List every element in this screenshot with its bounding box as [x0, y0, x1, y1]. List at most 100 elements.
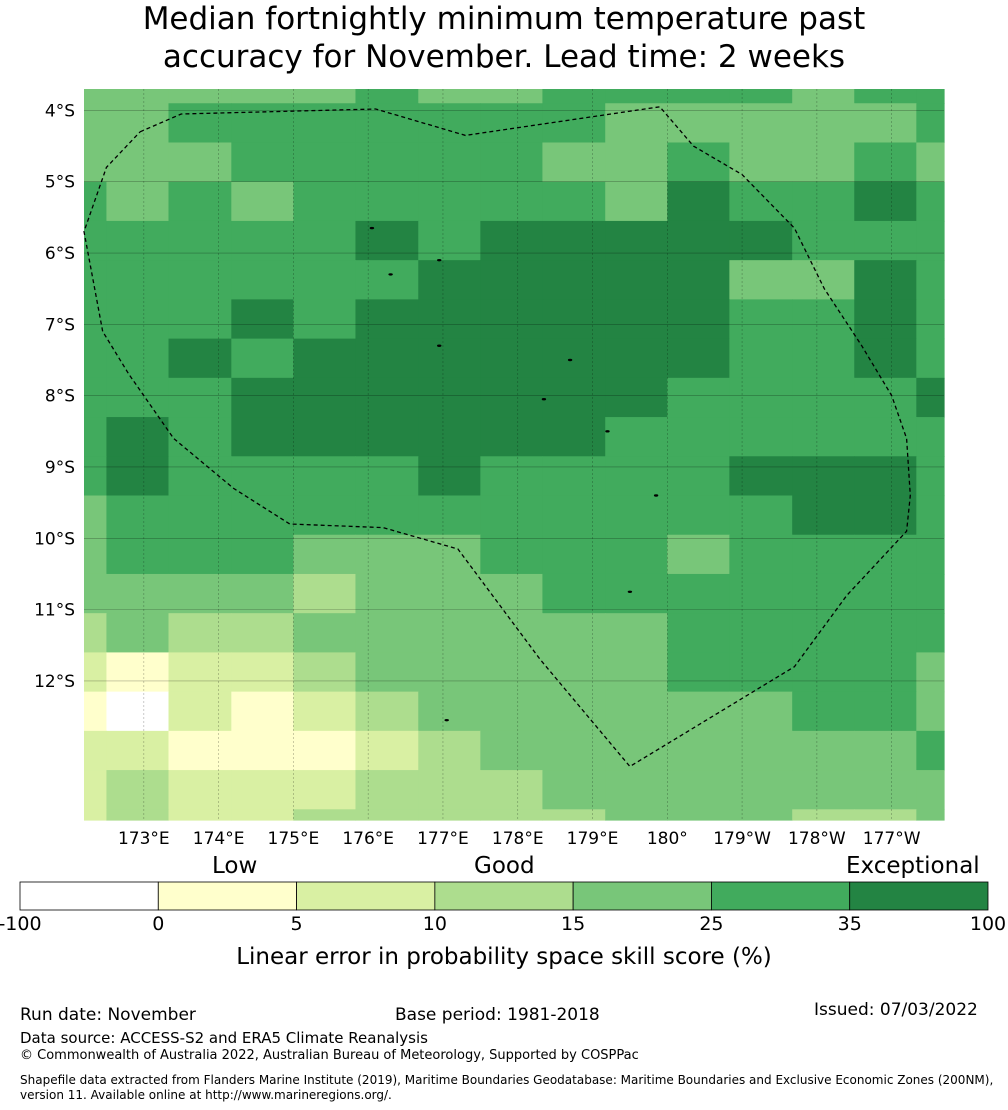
grid-cell — [542, 534, 606, 575]
grid-cell — [293, 181, 357, 222]
latitude-tick-label: 5°S — [45, 173, 75, 193]
colorbar-tick-label: 10 — [422, 913, 447, 935]
grid-cell — [480, 260, 544, 300]
grid-cell — [667, 770, 730, 810]
grid-cell — [605, 181, 668, 222]
grid-cell — [480, 89, 544, 104]
grid-cell — [854, 809, 917, 821]
colorbar-segment — [849, 881, 989, 911]
latitude-tick-label: 12°S — [34, 672, 75, 692]
grid-cell — [84, 181, 108, 222]
grid-cell — [542, 809, 606, 821]
grid-cell — [418, 220, 481, 261]
grid-cell — [355, 181, 419, 222]
grid-cell — [231, 377, 294, 418]
grid-cell — [542, 417, 606, 457]
grid-cell — [168, 613, 232, 654]
grid-cell — [355, 103, 419, 144]
island-marker — [369, 226, 375, 230]
grid-cell — [729, 573, 793, 614]
grid-cell — [605, 338, 668, 379]
grid-cell — [418, 691, 481, 732]
grid-cell — [293, 809, 357, 821]
grid-cell — [106, 730, 170, 771]
grid-cell — [667, 181, 730, 222]
grid-cell — [729, 770, 793, 810]
grid-cell — [418, 495, 481, 536]
grid-cell — [729, 613, 793, 654]
grid-cell — [168, 377, 232, 418]
grid-cell — [792, 652, 855, 693]
grid-cell — [480, 377, 544, 418]
grid-cell — [729, 456, 793, 497]
grid-cell — [418, 417, 481, 457]
eez-boundary-line — [83, 106, 911, 768]
grid-cell — [605, 377, 668, 418]
grid-cell — [84, 730, 108, 771]
grid-cell — [667, 809, 730, 821]
grid-cell — [293, 299, 357, 340]
grid-cell — [231, 299, 294, 340]
grid-cell — [854, 142, 917, 183]
grid-cell — [231, 181, 294, 222]
grid-cell — [729, 730, 793, 771]
grid-cell — [729, 809, 793, 821]
grid-cell — [168, 299, 232, 340]
latitude-tick-label: 10°S — [34, 529, 75, 549]
grid-cell — [605, 534, 668, 575]
grid-cell — [542, 730, 606, 771]
grid-cell — [729, 691, 793, 732]
grid-cell — [293, 103, 357, 144]
grid-cell — [480, 770, 544, 810]
grid-cell — [84, 142, 108, 183]
grid-cell — [542, 181, 606, 222]
grid-cell — [542, 338, 606, 379]
grid-cell — [418, 377, 481, 418]
grid-cell — [729, 181, 793, 222]
grid-cell — [605, 730, 668, 771]
grid-cell — [916, 730, 945, 771]
grid-cell — [106, 417, 170, 457]
grid-cell — [293, 142, 357, 183]
colorbar-segment — [434, 881, 574, 911]
grid-cell — [729, 103, 793, 144]
colorbar-tick-label: 100 — [969, 913, 1007, 935]
run-date: Run date: November — [20, 1005, 196, 1025]
grid-cell — [231, 417, 294, 457]
grid-cell — [231, 89, 294, 104]
grid-cell — [854, 220, 917, 261]
grid-cell — [792, 770, 855, 810]
grid-cell — [792, 495, 855, 536]
grid-cell — [916, 299, 945, 340]
grid-cell — [418, 103, 481, 144]
shapefile-credit-1: Shapefile data extracted from Flanders M… — [20, 1073, 994, 1087]
grid-cell — [916, 573, 945, 614]
grid-cell — [916, 338, 945, 379]
longitude-tick-label: 178°E — [492, 829, 544, 849]
grid-cell — [916, 770, 945, 810]
grid-cell — [792, 89, 855, 104]
colorbar-tick-label: 25 — [699, 913, 724, 935]
grid-cell — [106, 770, 170, 810]
grid-cell — [293, 534, 357, 575]
grid-cell — [667, 534, 730, 575]
grid-cell — [542, 377, 606, 418]
colorbar-segment — [157, 881, 297, 911]
grid-cell — [916, 220, 945, 261]
grid-cell — [667, 89, 730, 104]
latitude-tick-label: 7°S — [45, 315, 75, 335]
island-marker — [605, 430, 610, 433]
grid-cell — [355, 220, 419, 261]
grid-cell — [605, 691, 668, 732]
grid-cell — [106, 220, 170, 261]
grid-cell — [667, 220, 730, 261]
grid-cell — [854, 770, 917, 810]
grid-cell — [916, 534, 945, 575]
island-marker — [444, 718, 449, 722]
copyright: © Commonwealth of Australia 2022, Austra… — [20, 1048, 639, 1063]
grid-cell — [418, 142, 481, 183]
grid-cell — [106, 691, 170, 732]
grid-cell — [542, 103, 606, 144]
grid-cell — [418, 534, 481, 575]
